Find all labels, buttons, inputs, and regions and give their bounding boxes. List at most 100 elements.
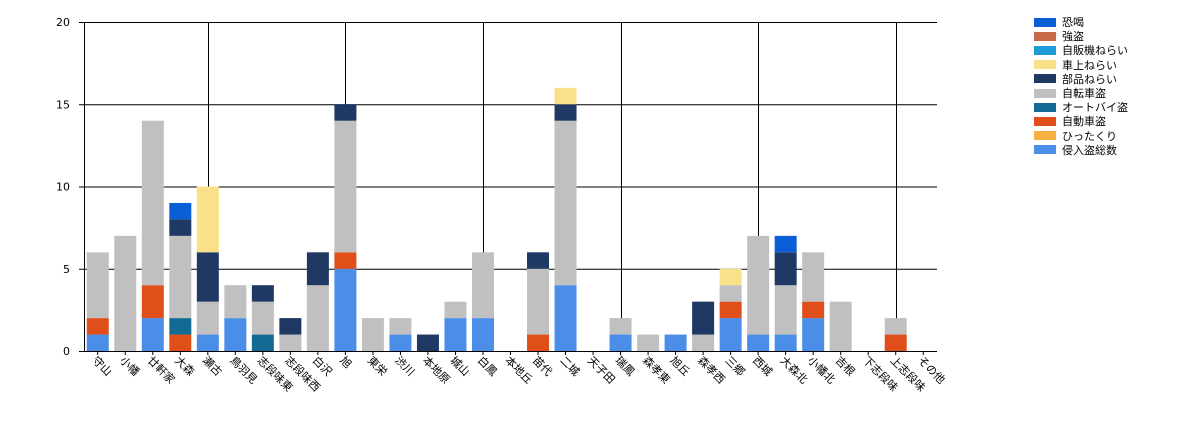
bar-segment [554,285,577,351]
bar-segment [471,318,494,351]
bar-segment [141,120,164,286]
bar-segment [141,318,164,351]
x-category-label: 廿軒家 [145,353,178,386]
bar-segment [774,235,797,253]
x-category-label: 二城 [557,354,582,379]
bar-segment [334,268,357,351]
bar-segment [692,301,715,335]
legend-swatch [1034,131,1056,141]
x-category-label: 白鳳 [475,353,500,378]
bar-segment [361,318,384,351]
bar-segment [719,318,742,351]
bar-segment [389,334,412,351]
bar-segment [86,334,109,351]
legend-label: オートバイ盗 [1062,101,1128,115]
legend-swatch [1034,17,1056,27]
bar-segment [884,334,907,351]
bar-segment [719,285,742,302]
bar-segment [802,252,825,302]
legend-label: 車上ねらい [1062,58,1117,72]
bar-segment [196,301,219,335]
bar-segment [251,334,274,351]
x-category-label: 天子田 [585,354,618,387]
bar-segment [224,318,247,351]
x-category-label: 森孝西 [695,353,728,386]
bar-segment [554,120,577,286]
legend-swatch [1034,31,1056,41]
y-tick-label: 0 [63,345,70,358]
bar-segment [774,334,797,351]
bar-segment [802,301,825,319]
bar-segment [86,318,109,335]
legend-swatch [1034,60,1056,70]
bar-segment [719,268,742,286]
x-category-label: 本地丘 [502,353,535,386]
bar-segment [554,87,577,105]
bar-segment [829,301,852,351]
bar-segment [306,285,329,351]
x-category-label: 大森北 [778,353,811,386]
bar-segment [334,252,357,269]
legend-label: 恐喝 [1062,16,1084,30]
y-axis-tick-labels: 0 5 10 15 20 [56,16,84,358]
x-category-label: 小幡北 [805,353,838,386]
bar-segment [169,334,192,351]
y-tick-label: 20 [56,16,70,29]
legend-item: 自転車盗 [1034,86,1128,100]
y-tick-label: 10 [56,181,70,194]
x-category-label: 東栄 [365,353,390,378]
bar-segment [527,252,550,269]
x-category-label: 鳥羽見 [227,353,260,386]
bar-segment [774,285,797,335]
legend-label: 自販機ねらい [1062,44,1128,58]
bar-segment [196,186,219,253]
bar-segment [169,318,192,335]
bar-segment [747,334,770,351]
bar-segment [444,301,467,319]
bar-segment [444,318,467,351]
bar-segment [141,285,164,319]
bar-segment [334,104,357,121]
bar-segment [719,301,742,319]
bar-segment [224,285,247,319]
legend-label: 自動車盗 [1062,115,1106,129]
bar-segment [774,252,797,286]
legend-swatch [1034,145,1056,155]
bar-segment [279,318,302,335]
bar-segment [554,104,577,121]
bar-segment [306,252,329,286]
x-category-label: 守山 [90,353,115,378]
x-category-label: 瀬古 [200,353,225,378]
bar-segment [251,301,274,335]
bar-segment [196,334,219,351]
bar-segment [692,334,715,351]
bar-segment [637,334,660,351]
bar-segment [609,318,632,335]
legend-label: 部品ねらい [1062,72,1117,86]
bar-segment [416,334,439,351]
bar-segment [884,318,907,335]
legend-swatch [1034,116,1056,126]
legend-item: ひったくり [1034,129,1128,143]
bar-segment [114,235,137,351]
legend-item: 自販機ねらい [1034,43,1128,57]
bar-segment [802,318,825,351]
bar-segment [389,318,412,335]
bar-segment [471,252,494,319]
y-tick-label: 5 [63,263,70,276]
legend-item: 車上ねらい [1034,58,1128,72]
bar-segment [169,235,192,319]
bar-segment [747,235,770,335]
legend-item: 侵入盗総数 [1034,143,1128,157]
legend-item: 自動車盗 [1034,114,1128,128]
legend-swatch [1034,88,1056,98]
bar-segment [527,334,550,351]
bar-segment [169,219,192,236]
chart-legend: 恐喝 強盗 自販機ねらい 車上ねらい 部品ねらい 自転車盗 オートバイ盗 自動車盗 ひったくり侵… [1034,15,1128,157]
bar-segment [86,252,109,319]
bar-segment [169,202,192,220]
legend-swatch [1034,45,1056,55]
bars [86,87,907,351]
bar-segment [334,120,357,253]
